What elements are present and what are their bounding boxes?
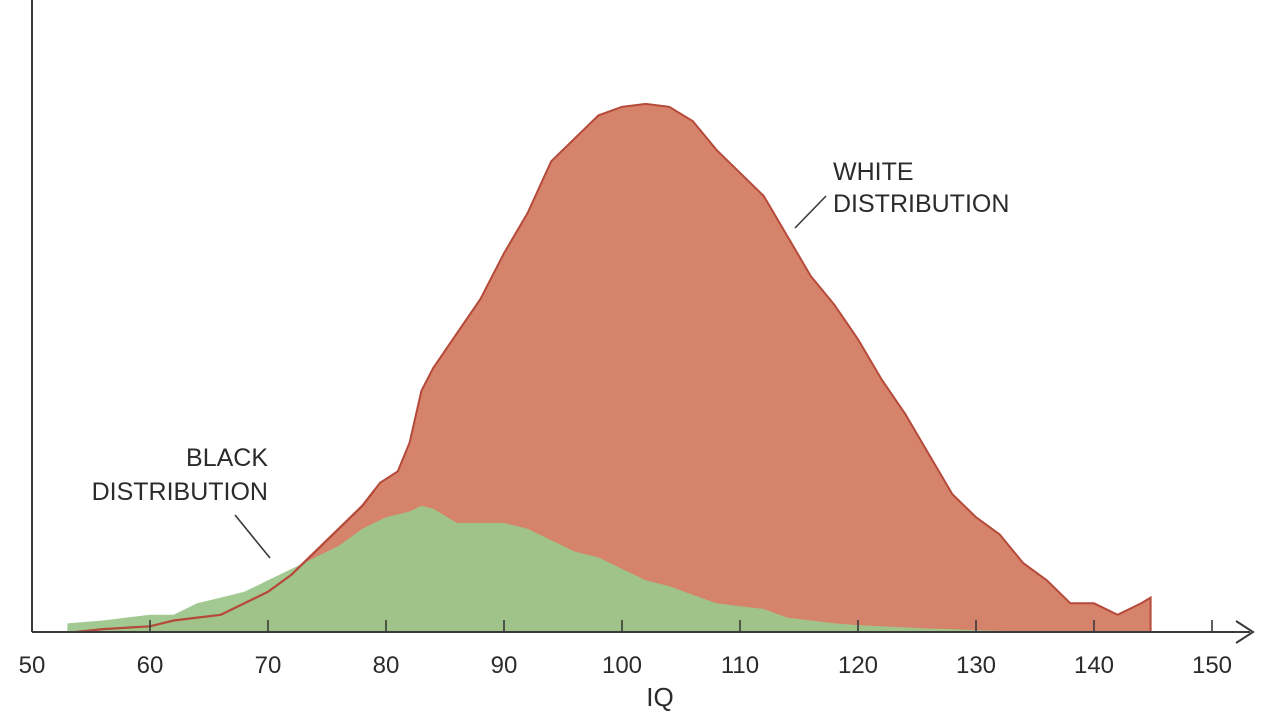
x-tick-label-70: 70	[255, 652, 282, 679]
x-tick-label-50: 50	[19, 652, 46, 679]
x-tick-label-150: 150	[1192, 652, 1232, 679]
white-distribution-area	[75, 102, 1152, 633]
x-axis-label: IQ	[646, 682, 673, 712]
axes	[31, 0, 1255, 644]
black-distribution-area	[67, 505, 1041, 632]
black-distribution-annotation: BLACK DISTRIBUTION	[92, 444, 271, 559]
x-tick-label-80: 80	[373, 652, 400, 679]
x-axis-ticks	[149, 620, 1213, 632]
white-distribution-edge	[75, 488, 375, 634]
x-tick-label-120: 120	[838, 652, 878, 679]
white-annotation-line-1: WHITE	[833, 158, 914, 186]
x-tick-label-60: 60	[137, 652, 164, 679]
series-areas	[67, 102, 1152, 634]
x-tick-label-140: 140	[1074, 652, 1114, 679]
black-annotation-leader	[234, 514, 271, 559]
white-distribution-annotation: WHITE DISTRIBUTION	[794, 158, 1009, 229]
x-axis-arrowhead	[1235, 620, 1255, 644]
x-axis-tick-labels: 50 60 70 80 90 100 110 120 130 140 150	[19, 652, 1232, 679]
x-tick-label-110: 110	[721, 652, 759, 679]
white-annotation-leader	[794, 195, 827, 229]
white-annotation-line-2: DISTRIBUTION	[833, 190, 1009, 218]
x-tick-label-90: 90	[491, 652, 518, 679]
x-tick-label-130: 130	[956, 652, 996, 679]
black-annotation-line-1: BLACK	[186, 444, 268, 472]
x-tick-label-100: 100	[602, 652, 642, 679]
black-annotation-line-2: DISTRIBUTION	[92, 478, 268, 506]
